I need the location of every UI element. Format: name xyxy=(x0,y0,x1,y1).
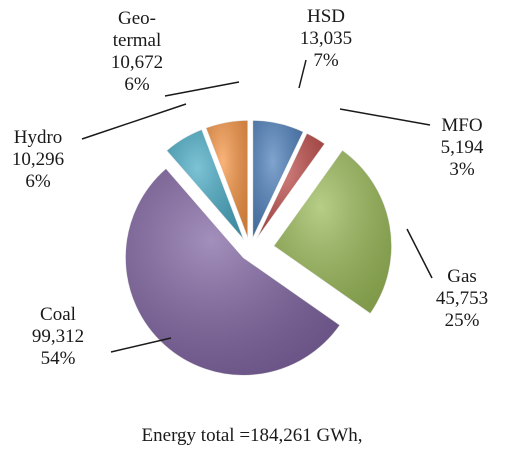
slice-name: Coal xyxy=(40,304,76,325)
slice-percent: 6% xyxy=(25,171,51,192)
slice-value: 13,035 xyxy=(300,28,352,49)
pie-slice-shade-mfo xyxy=(256,133,325,240)
chart-footnote: Energy total =184,261 GWh, xyxy=(142,425,363,446)
slice-percent: 7% xyxy=(313,50,339,71)
slice-percent: 25% xyxy=(445,310,480,331)
slices-layer xyxy=(124,119,393,376)
leaders-layer xyxy=(81,59,433,353)
slice-name: MFO xyxy=(441,115,482,136)
slice-name: Gas xyxy=(447,266,477,287)
pie-slice-shade-hsd xyxy=(252,120,304,239)
slice-name: Geo- xyxy=(118,8,156,29)
slice-value: 5,194 xyxy=(441,137,484,158)
slice-name: HSD xyxy=(307,6,345,27)
slice-name: Hydro xyxy=(14,127,63,148)
slice-name: termal xyxy=(113,30,162,51)
slice-label-hsd: HSD 13,035 7% xyxy=(300,6,352,71)
slice-label-mfo: MFO 5,194 3% xyxy=(441,115,484,180)
leader-line-gas xyxy=(406,228,433,279)
pie-slice-shade-coal xyxy=(125,168,340,376)
leader-line-coal xyxy=(110,337,172,353)
pie-slice-shade-geotermal xyxy=(205,120,248,239)
pie-slice-shade-hydro xyxy=(166,129,244,240)
slice-value: 10,296 xyxy=(12,149,64,170)
slice-value: 10,672 xyxy=(111,52,163,73)
slice-percent: 3% xyxy=(449,159,475,180)
leader-line-hsd xyxy=(298,59,307,89)
slice-value: 99,312 xyxy=(32,326,84,347)
slice-percent: 6% xyxy=(124,74,150,95)
slice-label-hydro: Hydro 10,296 6% xyxy=(12,127,64,192)
slice-label-coal: Coal 99,312 54% xyxy=(32,304,84,369)
slice-label-gas: Gas 45,753 25% xyxy=(436,266,488,331)
labels-layer: HSD 13,035 7% MFO 5,194 3% Gas 45,753 25% Coal 99,… xyxy=(12,6,488,369)
leader-line-geotermal xyxy=(164,81,240,97)
slice-percent: 54% xyxy=(41,348,76,369)
pie-slice-shade-gas xyxy=(273,150,392,314)
slice-label-geotermal: Geo-termal 10,672 6% xyxy=(111,8,163,95)
leader-line-mfo xyxy=(339,108,431,126)
leader-line-hydro xyxy=(81,103,187,140)
slice-value: 45,753 xyxy=(436,288,488,309)
